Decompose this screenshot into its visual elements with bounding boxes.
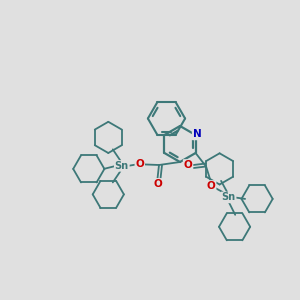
Text: O: O — [153, 179, 162, 189]
Text: Sn: Sn — [221, 192, 236, 203]
Text: O: O — [207, 181, 216, 191]
Text: O: O — [135, 159, 144, 169]
Text: N: N — [193, 129, 202, 140]
Text: Sn: Sn — [115, 161, 129, 171]
Text: O: O — [184, 160, 193, 170]
